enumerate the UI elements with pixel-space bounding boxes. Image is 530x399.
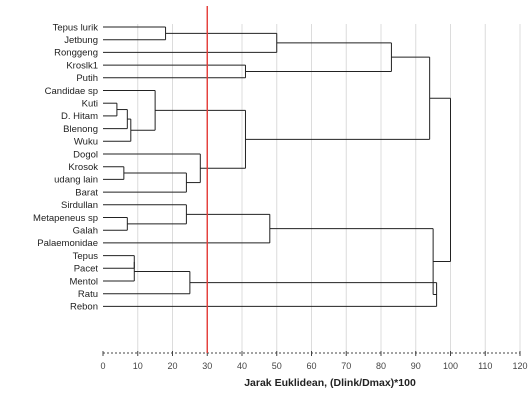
x-tick-label: 120 [512, 361, 527, 371]
x-axis: 0 10 20 30 40 50 60 70 80 90 100 110 120 [100, 351, 528, 371]
leaf-label-putih: Putih [76, 73, 98, 84]
x-tick-label: 50 [272, 361, 282, 371]
leaf-label-pacet: Pacet [74, 264, 99, 275]
x-tick-label: 0 [100, 361, 105, 371]
x-tick-label: 90 [411, 361, 421, 371]
x-tick-label: 70 [341, 361, 351, 371]
leaf-label-krosok: Krosok [68, 162, 98, 173]
leaf-label-d-hitam: D. Hitam [61, 111, 98, 122]
leaf-label-metapeneus-sp: Metapeneus sp [33, 213, 98, 224]
link-layer [103, 26, 451, 307]
leaf-label-ratu: Ratu [78, 289, 98, 300]
leaf-label-tepus: Tepus [73, 251, 99, 262]
leaf-label-tepus-lurik: Tepus lurik [53, 22, 99, 33]
leaf-label-barat: Barat [75, 187, 98, 198]
leaf-label-udang-lain: udang lain [54, 175, 98, 186]
leaf-label-kuti: Kuti [82, 99, 98, 110]
grid-layer [137, 24, 521, 353]
leaf-label-sirdullan: Sirdullan [61, 200, 98, 211]
x-axis-label: Jarak Euklidean, (Dlink/Dmax)*100 [244, 377, 416, 389]
leaf-label-ronggeng: Ronggeng [54, 48, 98, 59]
x-tick-label: 40 [237, 361, 247, 371]
x-tick-label: 60 [306, 361, 316, 371]
x-tick-label: 80 [376, 361, 386, 371]
x-tick-label: 30 [202, 361, 212, 371]
leaf-label-dogol: Dogol [73, 149, 98, 160]
leaf-label-galah: Galah [73, 226, 98, 237]
x-tick-label: 110 [478, 361, 492, 371]
x-tick-label: 20 [167, 361, 177, 371]
leaf-label-palaemonidae: Palaemonidae [37, 238, 98, 249]
leaf-label-candidae-sp: Candidae sp [45, 86, 98, 97]
leaf-label-wuku: Wuku [74, 137, 98, 148]
leaf-label-mentol: Mentol [69, 276, 98, 287]
leaf-label-kroslk1: Kroslk1 [66, 60, 98, 71]
leaf-label-blenong: Blenong [63, 124, 98, 135]
x-tick-label: 100 [443, 361, 458, 371]
leaf-label-rebon: Rebon [70, 302, 98, 313]
leaf-label-jetbung: Jetbung [64, 35, 98, 46]
x-tick-label: 10 [133, 361, 143, 371]
